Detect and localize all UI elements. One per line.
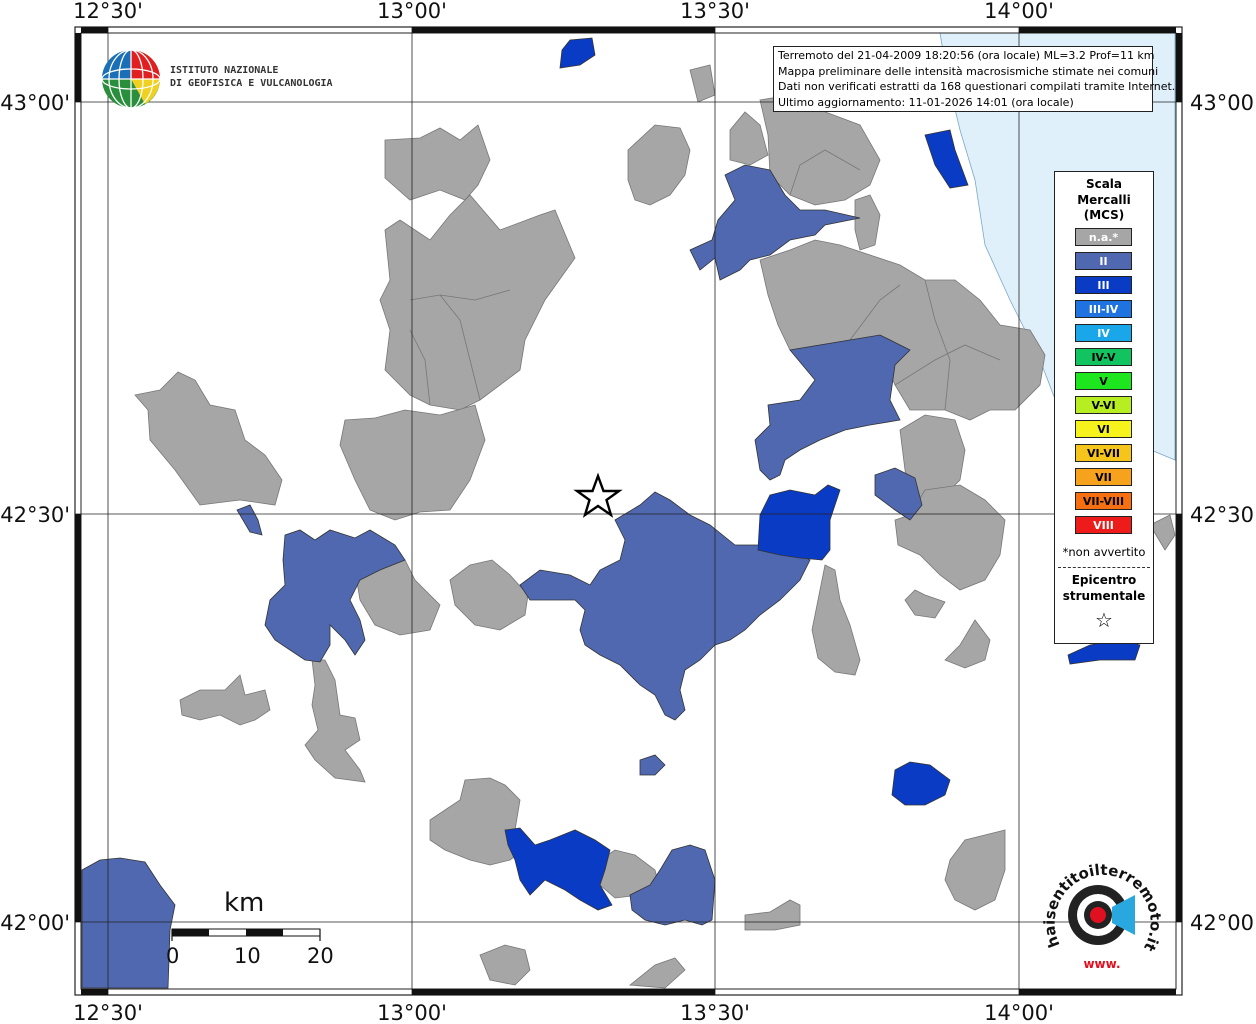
left-label: 42°30' [0,503,70,527]
legend-swatch: IV-V [1075,348,1132,366]
top-label: 14°00' [984,0,1054,23]
legend-title-line: Mercalli [1077,192,1131,207]
hsit-logo-icon: haisentitoilterremoto.it www. [1041,861,1165,971]
epicenter-label-line: Epicentro [1071,573,1137,587]
municipality [874,467,923,521]
legend-swatch: V-VI [1075,396,1132,414]
municipality [729,111,769,166]
legend-swatch: VIII [1075,516,1132,534]
legend-swatch: III-IV [1075,300,1132,318]
municipality [339,404,486,521]
municipality [504,827,613,911]
scale-unit: km [224,888,265,918]
epicenter-legend-label: Epicentro strumentale [1055,572,1153,604]
municipality [854,194,881,251]
municipality [236,504,263,536]
bottom-label: 13°30' [680,1001,750,1024]
scale-bar [171,928,321,941]
municipality [519,491,811,721]
legend-swatch: VI-VII [1075,444,1132,462]
municipality [384,124,491,201]
municipality [944,619,991,669]
legend-separator [1058,567,1150,568]
municipality [894,484,1006,591]
municipality [754,334,911,481]
municipality [559,37,596,69]
legend-swatch: IV [1075,324,1132,342]
scale-tick: 20 [307,944,334,968]
hsit-brand-logo: haisentitoilterremoto.it www. [1040,845,1170,975]
municipality [1149,514,1176,551]
municipality [479,944,531,986]
municipality [924,129,969,189]
legend-title-line: Scala [1085,177,1123,191]
legend-swatch: VII [1075,468,1132,486]
municipality [81,857,176,989]
top-label: 13°00' [377,0,447,23]
municipality [264,529,406,663]
legend-title: Scala Mercalli (MCS) [1055,177,1153,224]
not-felt-note: *non avvertito [1062,545,1146,559]
municipality [689,164,861,281]
data-source-line: Dati non verificati estratti da 168 ques… [778,80,1176,93]
right-label: 42°00' [1190,911,1256,935]
legend-swatch: n.a.* [1075,228,1132,246]
left-label: 42°00' [0,911,70,935]
right-label: 42°30' [1190,503,1256,527]
municipality [891,761,951,806]
top-label: 12°30' [73,0,143,23]
event-line: Terremoto del 21-04-2009 18:20:56 (ora l… [778,49,1155,62]
municipality [904,589,946,619]
scale-tick: 0 [166,944,180,968]
municipality [757,484,841,561]
municipalities-not-felt [134,64,1176,989]
municipality [449,559,529,631]
bottom-label: 14°00' [984,1001,1054,1024]
municipality [134,371,283,506]
epicenter-legend-star-icon: ☆ [1095,608,1113,632]
legend-swatch: V [1075,372,1132,390]
legend-swatch: II [1075,252,1132,270]
municipality [1067,639,1141,665]
map-frame [74,26,1183,996]
legend-title-line: (MCS) [1083,208,1125,222]
municipality [811,564,861,676]
mcs-legend: Scala Mercalli (MCS) n.a.* II III III-IV IV I… [1054,171,1154,644]
scale-tick: 10 [234,944,261,968]
left-label: 43°00' [0,91,70,115]
municipality [639,754,666,776]
top-label: 13°30' [680,0,750,23]
event-info-box: Terremoto del 21-04-2009 18:20:56 (ora l… [773,46,1176,112]
legend-swatch: VII-VIII [1075,492,1132,510]
bottom-label: 12°30' [73,1001,143,1024]
municipality [944,829,1006,911]
municipalities-intensity-iii [504,37,1141,911]
logo-line2: DI GEOFISICA E VULCANOLOGIA [170,78,333,89]
municipality [629,844,716,926]
municipality [379,194,576,411]
legend-swatch: III [1075,276,1132,294]
brand-url: www. [1083,957,1120,971]
municipality [179,674,271,726]
municipalities-intensity-ii [81,164,923,989]
legend-swatch: VI [1075,420,1132,438]
epicenter-star-icon [573,472,623,518]
right-label: 43°00' [1190,91,1256,115]
municipal-borders [409,149,1001,411]
logo-text: ISTITUTO NAZIONALE DI GEOFISICA E VULCAN… [170,64,333,90]
map-description-line: Mappa preliminare delle intensità macros… [778,64,1159,78]
municipality [628,957,686,989]
epicenter-label-line: strumentale [1062,589,1146,603]
municipality [627,124,691,206]
municipality [304,659,366,783]
municipality [744,899,801,931]
logo-line1: ISTITUTO NAZIONALE [170,65,279,76]
globe-logo-icon [101,49,161,109]
bottom-label: 13°00' [377,1001,447,1024]
last-update-line: Ultimo aggiornamento: 11-01-2026 14:01 (… [778,95,1074,109]
ingv-logo: ISTITUTO NAZIONALE DI GEOFISICA E VULCAN… [100,48,340,110]
